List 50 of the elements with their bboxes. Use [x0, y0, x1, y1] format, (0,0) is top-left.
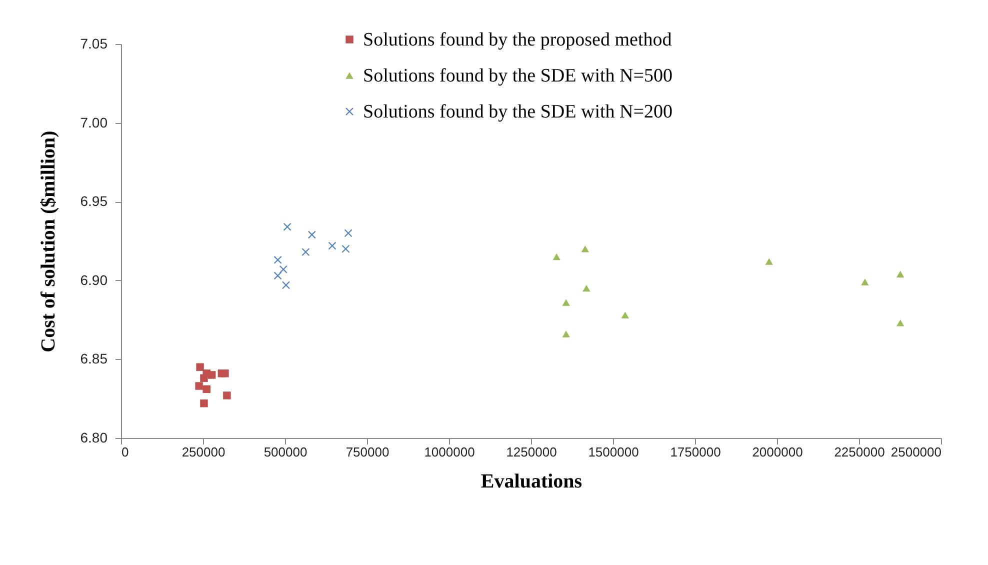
- point: [195, 382, 203, 390]
- y-tick-label: 6.90: [80, 272, 108, 288]
- point: [552, 253, 560, 260]
- x-tick-label: 750000: [346, 444, 390, 460]
- x-tick-label: 0: [122, 444, 129, 460]
- x-tick-label: 1750000: [670, 444, 721, 460]
- point: [223, 392, 231, 400]
- point: [274, 256, 282, 264]
- y-tick-label: 6.85: [80, 350, 108, 367]
- point: [302, 248, 310, 256]
- x-tick-label: 2500000: [890, 444, 942, 460]
- y-tick-label: 6.80: [80, 430, 108, 446]
- point: [208, 371, 216, 379]
- point: [282, 281, 290, 289]
- y-tick-label: 6.95: [80, 193, 108, 210]
- y-axis-title: Cost of solution ($million): [37, 130, 60, 352]
- point: [861, 278, 869, 286]
- x-tick-label: 250000: [182, 444, 226, 460]
- point: [896, 320, 904, 326]
- x-axis-title: Evaluations: [480, 470, 582, 492]
- x-tick-label: 1000000: [424, 444, 475, 460]
- point: [283, 222, 292, 231]
- point: [562, 299, 570, 306]
- x-tick-label: 1500000: [588, 444, 639, 460]
- point: [562, 330, 570, 338]
- legend-label: Solutions found by the proposed method: [363, 30, 672, 50]
- legend-label: Solutions found by the SDE with N=500: [363, 66, 672, 86]
- point: [200, 399, 208, 408]
- x-tick-label: 2250000: [834, 444, 885, 460]
- point: [202, 385, 210, 394]
- point: [344, 229, 352, 237]
- point: [328, 242, 336, 250]
- point: [196, 363, 204, 371]
- point: [765, 258, 773, 265]
- y-tick-label: 7.00: [80, 114, 108, 130]
- point: [896, 270, 904, 278]
- point: [308, 230, 316, 239]
- point: [274, 272, 282, 280]
- x-tick-label: 500000: [264, 444, 308, 460]
- point: [221, 370, 229, 378]
- point: [342, 245, 350, 253]
- point: [582, 284, 590, 292]
- x-tick-label: 1250000: [506, 444, 557, 460]
- x-tick-label: 2000000: [752, 444, 803, 460]
- point: [621, 312, 630, 318]
- y-tick-label: 7.05: [80, 36, 108, 52]
- point: [279, 265, 288, 274]
- legend-label: Solutions found by the SDE with N=200: [363, 102, 672, 122]
- point: [581, 246, 589, 252]
- point: [200, 374, 208, 382]
